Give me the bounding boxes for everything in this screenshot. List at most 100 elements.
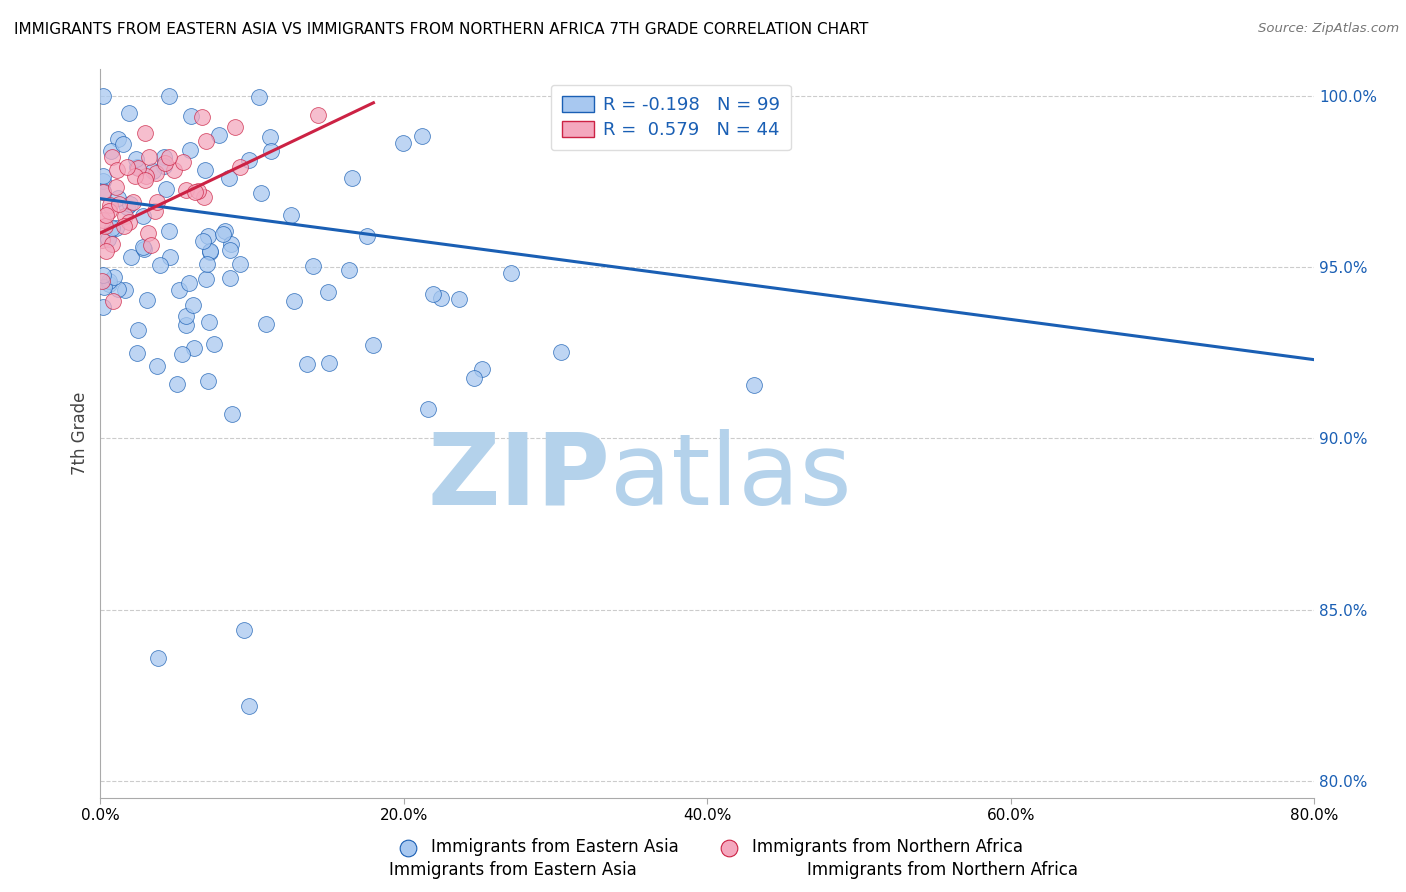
Text: Immigrants from Eastern Asia: Immigrants from Eastern Asia [389,861,637,879]
Point [190,110,212,124]
Point [295,357,318,371]
Point [96,208,118,222]
Point [166,376,188,391]
Point [238,698,260,713]
Point [163,162,186,177]
Point [120,251,142,265]
Point [212,227,235,242]
Point [138,150,160,164]
Point [177,276,200,290]
Point [181,298,204,312]
Point [100,236,122,251]
Point [127,323,149,337]
Point [146,359,169,373]
Text: IMMIGRANTS FROM EASTERN ASIA VS IMMIGRANTS FROM NORTHERN AFRICA 7TH GRADE CORREL: IMMIGRANTS FROM EASTERN ASIA VS IMMIGRAN… [14,22,869,37]
Point [157,89,180,103]
Point [193,163,215,178]
Point [94,244,117,258]
Point [157,224,180,238]
Point [124,169,146,183]
Point [174,318,197,333]
Point [187,184,209,198]
Point [146,194,169,209]
Point [318,356,340,370]
Point [103,293,125,308]
Point [197,228,219,243]
Point [94,219,117,233]
Point [120,197,142,211]
Point [191,234,214,248]
Point [499,267,522,281]
Text: Source: ZipAtlas.com: Source: ZipAtlas.com [1258,22,1399,36]
Point [307,108,329,122]
Point [125,160,148,174]
Point [118,106,141,120]
Point [198,244,221,258]
Point [98,198,121,212]
Point [142,164,165,178]
Point [356,228,378,243]
Point [98,277,121,291]
Point [104,180,127,194]
Point [224,120,246,135]
Point [114,209,136,223]
Point [145,166,167,180]
Point [111,136,134,151]
Point [172,155,194,169]
Point [247,90,270,104]
Point [463,371,485,385]
Y-axis label: 7th Grade: 7th Grade [72,392,89,475]
Point [117,200,139,214]
Point [91,213,114,227]
Point [101,150,124,164]
Point [93,174,115,188]
Point [471,361,494,376]
Point [229,160,252,174]
Point [127,161,149,176]
Point [197,374,219,388]
Point [301,259,323,273]
Point [174,310,197,324]
Point [170,347,193,361]
Point [337,263,360,277]
Point [134,173,156,187]
Point [179,143,201,157]
Point [159,251,181,265]
Point [184,186,207,200]
Point [149,258,172,272]
Point [103,269,125,284]
Point [112,219,135,233]
Text: atlas: atlas [610,428,852,525]
Point [167,283,190,297]
Point [146,650,169,665]
Point [98,203,121,218]
Point [742,377,765,392]
Text: Immigrants from Northern Africa: Immigrants from Northern Africa [807,861,1077,879]
Point [283,293,305,308]
Text: ZIP: ZIP [427,428,610,525]
Point [125,153,148,167]
Point [260,144,283,158]
Point [254,317,277,331]
Point [176,183,198,197]
Point [214,224,236,238]
Point [93,89,115,103]
Point [195,256,218,270]
Point [93,280,115,294]
Point [114,283,136,297]
Point [152,151,174,165]
Point [447,292,470,306]
Point [316,285,339,299]
Point [135,169,157,183]
Point [195,272,218,286]
Point [153,159,176,173]
Point [91,274,114,288]
Point [104,221,127,235]
Point [198,316,221,330]
Point [131,209,153,223]
Point [198,244,221,259]
Point [195,134,218,148]
Point [238,153,260,167]
Point [218,243,240,257]
Point [125,346,148,360]
